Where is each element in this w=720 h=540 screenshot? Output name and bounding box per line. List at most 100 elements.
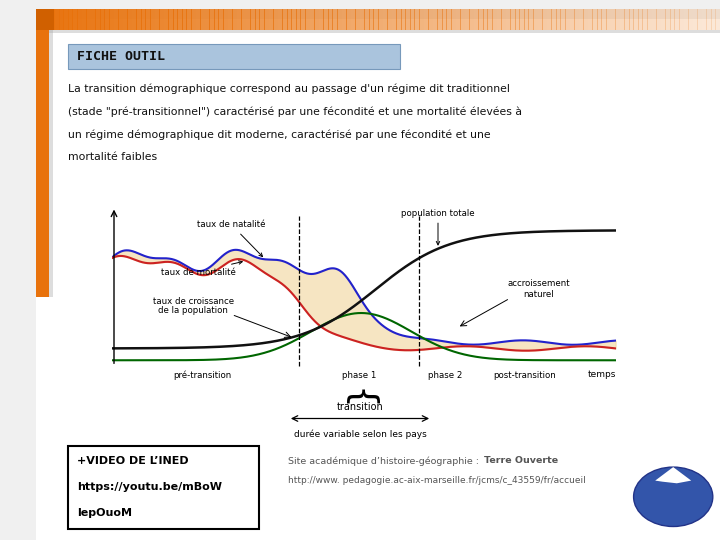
Bar — [542, 9, 547, 30]
Bar — [73, 9, 78, 30]
Bar — [241, 9, 246, 30]
Bar — [579, 9, 584, 30]
Text: post-transition: post-transition — [493, 370, 556, 380]
Bar — [629, 9, 634, 30]
Bar — [583, 9, 588, 30]
Bar — [163, 9, 169, 30]
Bar — [611, 9, 616, 30]
Bar — [652, 9, 657, 30]
Bar — [269, 9, 274, 30]
Bar — [405, 9, 410, 30]
Bar — [155, 9, 160, 30]
Bar — [246, 9, 251, 30]
Bar — [278, 9, 283, 30]
Bar — [36, 9, 54, 30]
Text: un régime démographique dit moderne, caractérisé par une fécondité et une: un régime démographique dit moderne, car… — [68, 129, 491, 139]
Bar — [328, 9, 333, 30]
Bar — [136, 9, 142, 30]
Bar — [588, 9, 593, 30]
Text: de la population: de la population — [158, 306, 228, 315]
Text: naturel: naturel — [523, 290, 554, 299]
Bar — [200, 9, 205, 30]
Bar — [355, 9, 361, 30]
Text: Site académique d’histoire-géographie :: Site académique d’histoire-géographie : — [288, 456, 482, 466]
Text: phase 1: phase 1 — [341, 370, 376, 380]
Text: temps: temps — [588, 370, 616, 379]
Bar — [100, 9, 105, 30]
Bar — [642, 9, 648, 30]
Bar — [210, 9, 215, 30]
Bar — [237, 9, 242, 30]
Text: taux de natalité: taux de natalité — [197, 220, 266, 256]
Bar — [675, 9, 680, 30]
Bar — [574, 9, 580, 30]
Bar — [159, 9, 164, 30]
Bar — [656, 9, 662, 30]
Bar — [665, 9, 670, 30]
Bar — [469, 9, 474, 30]
Bar — [460, 9, 465, 30]
Text: +VIDEO DE L’INED: +VIDEO DE L’INED — [77, 456, 189, 467]
Bar — [196, 9, 201, 30]
Bar — [492, 9, 498, 30]
Bar — [346, 9, 351, 30]
Bar — [401, 9, 406, 30]
Bar — [706, 9, 711, 30]
Bar — [68, 44, 400, 69]
Bar — [661, 9, 666, 30]
Text: durée variable selon les pays: durée variable selon les pays — [294, 429, 426, 439]
Text: mortalité faibles: mortalité faibles — [68, 152, 158, 162]
Bar — [214, 9, 219, 30]
Text: La transition démographique correspond au passage d'un régime dit traditionnel: La transition démographique correspond a… — [68, 84, 510, 94]
Bar — [109, 9, 114, 30]
Bar — [382, 9, 388, 30]
Bar — [670, 9, 675, 30]
Bar — [560, 9, 566, 30]
Bar — [296, 9, 301, 30]
Text: taux de croissance: taux de croissance — [153, 297, 234, 306]
Bar — [451, 9, 456, 30]
Bar — [173, 9, 178, 30]
Bar — [40, 9, 46, 30]
Text: accroissement: accroissement — [508, 279, 570, 288]
Text: taux de mortalité: taux de mortalité — [161, 261, 242, 276]
Bar — [487, 9, 492, 30]
Bar — [259, 9, 265, 30]
Bar — [251, 9, 256, 30]
Bar — [593, 9, 598, 30]
Bar — [524, 9, 529, 30]
Bar — [255, 9, 260, 30]
Bar — [501, 9, 506, 30]
Bar — [114, 9, 119, 30]
Bar — [597, 9, 602, 30]
Bar — [419, 9, 424, 30]
Bar — [606, 9, 611, 30]
Bar — [204, 9, 210, 30]
Bar — [556, 9, 561, 30]
Bar — [182, 9, 187, 30]
Bar — [150, 9, 156, 30]
Bar — [374, 9, 379, 30]
Bar — [387, 9, 392, 30]
Bar — [446, 9, 451, 30]
Bar — [351, 9, 356, 30]
Bar — [423, 9, 429, 30]
Bar — [91, 9, 96, 30]
Bar — [464, 9, 470, 30]
Bar — [122, 9, 128, 30]
Bar — [314, 9, 320, 30]
Bar — [552, 9, 557, 30]
Bar — [711, 9, 716, 30]
Bar — [369, 9, 374, 30]
Bar — [515, 9, 520, 30]
Bar — [647, 9, 652, 30]
Bar — [145, 9, 150, 30]
Bar — [127, 9, 132, 30]
Bar — [437, 9, 443, 30]
Bar — [483, 9, 488, 30]
Bar — [679, 9, 684, 30]
Bar — [54, 9, 60, 30]
Bar — [620, 9, 625, 30]
Bar — [86, 9, 91, 30]
Bar — [456, 9, 461, 30]
